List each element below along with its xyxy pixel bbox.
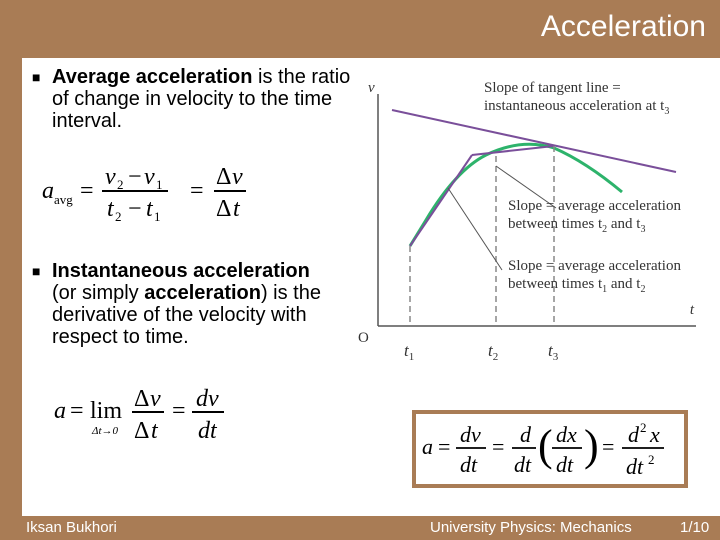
bullet-instantaneous-acceleration: ■ Instantaneous acceleration (or simply …: [32, 260, 322, 348]
slide-content: ■ Average acceleration is the ratio of c…: [22, 58, 720, 516]
svg-text:1: 1: [156, 177, 163, 192]
footer-author: Iksan Bukhori: [26, 519, 117, 536]
bullet-average-acceleration: ■ Average acceleration is the ratio of c…: [32, 66, 352, 132]
tangent-annotation: Slope of tangent line = instantaneous ac…: [484, 80, 669, 117]
svg-text:a: a: [42, 178, 54, 204]
term-instantaneous-acceleration: Instantaneous acceleration: [52, 260, 310, 282]
svg-text:between times t2 and t3: between times t2 and t3: [508, 216, 645, 235]
svg-text:−: −: [128, 196, 142, 222]
svg-text:Slope = average acceleration: Slope = average acceleration: [508, 258, 681, 274]
svg-text:d: d: [520, 422, 532, 447]
svg-text:=: =: [80, 178, 94, 204]
v-axis-label: v: [368, 80, 375, 96]
svg-text:avg: avg: [54, 192, 73, 207]
svg-text:2: 2: [115, 209, 122, 224]
bullet-square-icon: ■: [32, 69, 41, 85]
svg-text:Δ: Δ: [134, 386, 149, 412]
tangent-line: [391, 109, 677, 173]
svg-text:instantaneous acceleration at: instantaneous acceleration at t3: [484, 98, 669, 117]
term-acceleration: acceleration: [144, 282, 261, 304]
svg-text:a: a: [54, 398, 66, 424]
svg-text:v: v: [232, 164, 243, 190]
svg-text:=: =: [492, 434, 504, 459]
footer-page-number: 1/10: [680, 519, 710, 536]
chord-t2-t3: [471, 145, 555, 156]
t-axis-label: t: [690, 302, 695, 318]
svg-text:=: =: [172, 398, 186, 424]
svg-text:v: v: [144, 164, 155, 190]
svg-text:t: t: [233, 196, 241, 222]
t3-tick-label: t3: [548, 341, 559, 363]
t1-tick-label: t1: [404, 341, 414, 363]
svg-text:=: =: [602, 434, 614, 459]
svg-text:−: −: [128, 164, 142, 190]
svg-text:dx: dx: [556, 422, 577, 447]
svg-text:dt: dt: [514, 452, 532, 477]
bullet-text: (or simply: [52, 282, 145, 304]
chord-t1-t2: [409, 154, 473, 247]
svg-text:Δ: Δ: [134, 418, 149, 444]
svg-text:dt: dt: [198, 418, 218, 444]
velocity-time-graph: v t O t1 t2 t3 Slope of tangent line = i…: [358, 80, 696, 363]
svg-text:a: a: [422, 434, 433, 459]
footer-course: University Physics: Mechanics: [430, 519, 632, 536]
t2-tick-label: t2: [488, 341, 498, 363]
svg-text:=: =: [438, 434, 450, 459]
svg-text:Slope of tangent line =: Slope of tangent line =: [484, 80, 621, 96]
origin-label: O: [358, 330, 369, 346]
svg-text:v: v: [150, 386, 161, 412]
bullet-text: is the ratio of change in velocity to th…: [52, 66, 351, 132]
svg-text:dt: dt: [460, 452, 478, 477]
avg-t2-t3-annotation: Slope = average acceleration between tim…: [508, 198, 681, 235]
svg-text:(: (: [538, 421, 553, 470]
svg-text:): ): [584, 421, 599, 470]
svg-text:t: t: [151, 418, 159, 444]
svg-text:Δ: Δ: [216, 196, 231, 222]
svg-text:=: =: [70, 398, 84, 424]
svg-text:lim: lim: [90, 398, 122, 424]
svg-text:dv: dv: [460, 422, 481, 447]
slide-title: Acceleration: [540, 10, 706, 43]
leader-avg-t1-t2: [447, 187, 503, 271]
svg-text:d: d: [628, 422, 640, 447]
bullet-square-icon: ■: [32, 263, 41, 279]
svg-text:dv: dv: [196, 386, 219, 412]
term-average-acceleration: Average acceleration: [52, 66, 253, 88]
svg-text:Δ: Δ: [216, 164, 231, 190]
svg-text:2: 2: [640, 420, 647, 435]
svg-text:2: 2: [117, 177, 124, 192]
svg-text:=: =: [190, 178, 204, 204]
avg-t1-t2-annotation: Slope = average acceleration between tim…: [508, 258, 681, 295]
svg-text:dt: dt: [556, 452, 574, 477]
svg-text:v: v: [105, 164, 116, 190]
svg-text:between times t1 and t2: between times t1 and t2: [508, 276, 645, 295]
svg-text:1: 1: [154, 209, 161, 224]
svg-text:t: t: [107, 196, 115, 222]
bullet-text: ) is the derivative of the velocity with…: [52, 282, 321, 348]
svg-text:2: 2: [648, 452, 655, 467]
leader-avg-t2-t3: [495, 165, 557, 209]
svg-text:x: x: [649, 422, 660, 447]
svg-text:Δt→0: Δt→0: [91, 425, 119, 437]
svg-text:t: t: [146, 196, 154, 222]
svg-text:Slope = average acceleration: Slope = average acceleration: [508, 198, 681, 214]
svg-text:dt: dt: [626, 454, 644, 479]
